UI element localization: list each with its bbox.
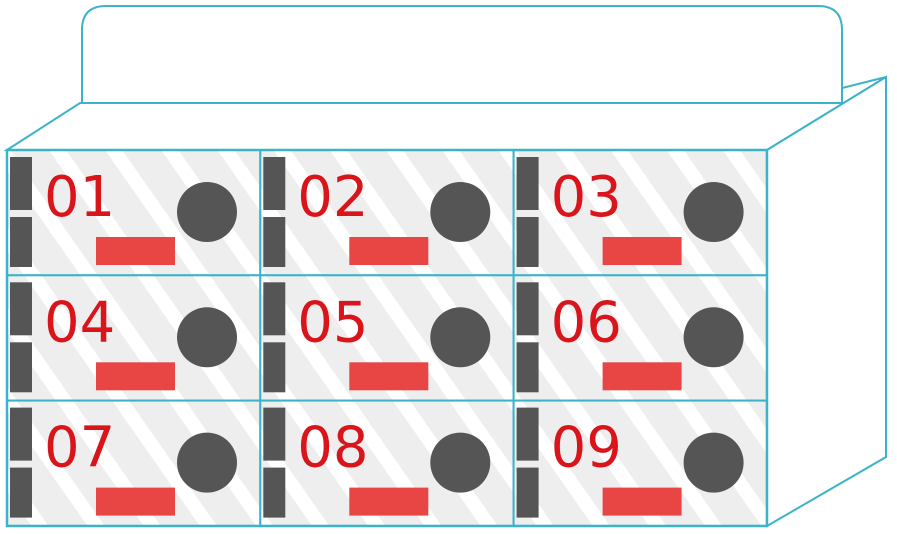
hinge-bottom — [516, 467, 539, 518]
knob-icon — [177, 432, 237, 493]
locker-number: 09 — [551, 416, 622, 481]
cabinet-front — [5, 148, 769, 528]
status-indicator — [96, 237, 175, 265]
hinge-top — [263, 407, 286, 461]
status-indicator — [349, 487, 429, 516]
hinge-top — [516, 282, 539, 336]
status-indicator — [349, 237, 429, 265]
knob-icon — [683, 307, 744, 368]
hinge-bottom — [263, 467, 286, 518]
knob-icon — [430, 307, 491, 368]
locker-number: 08 — [297, 416, 368, 481]
knob-icon — [177, 182, 237, 242]
hinge-top — [10, 407, 32, 461]
hinge-bottom — [516, 217, 539, 267]
locker-door[interactable]: 09 — [512, 399, 768, 527]
locker-number: 01 — [44, 165, 115, 230]
hinge-bottom — [263, 342, 286, 393]
status-indicator — [602, 487, 682, 516]
locker-door[interactable]: 04 — [6, 274, 262, 402]
locker-number: 07 — [44, 416, 115, 481]
knob-icon — [177, 307, 237, 368]
locker-number: 06 — [551, 290, 622, 355]
status-indicator — [96, 362, 175, 391]
locker-door[interactable]: 03 — [512, 149, 768, 277]
locker-number: 05 — [297, 290, 368, 355]
locker-door[interactable]: 02 — [259, 149, 515, 277]
hinge-top — [10, 157, 32, 210]
locker-number: 02 — [297, 165, 368, 230]
hinge-top — [516, 407, 539, 461]
locker-door[interactable]: 08 — [259, 399, 515, 527]
status-indicator — [602, 362, 682, 391]
hinge-bottom — [10, 342, 32, 393]
locker-door[interactable]: 06 — [512, 274, 768, 402]
hinge-bottom — [10, 217, 32, 267]
knob-icon — [430, 432, 491, 493]
hinge-bottom — [263, 217, 286, 267]
hinge-top — [516, 157, 539, 210]
cabinet-side — [766, 75, 887, 528]
locker-door[interactable]: 01 — [6, 149, 262, 277]
locker-door[interactable]: 07 — [6, 399, 262, 527]
status-indicator — [602, 237, 682, 265]
locker-door[interactable]: 05 — [259, 274, 515, 402]
knob-icon — [430, 182, 491, 242]
status-indicator — [96, 487, 175, 516]
hinge-bottom — [516, 342, 539, 393]
locker-number: 03 — [551, 165, 622, 230]
status-indicator — [349, 362, 429, 391]
knob-icon — [683, 432, 744, 493]
hinge-top — [10, 282, 32, 336]
locker-number: 04 — [44, 290, 115, 355]
cabinet-headboard — [81, 5, 843, 103]
knob-icon — [683, 182, 744, 242]
hinge-top — [263, 282, 286, 336]
hinge-bottom — [10, 467, 32, 518]
hinge-top — [263, 157, 286, 210]
